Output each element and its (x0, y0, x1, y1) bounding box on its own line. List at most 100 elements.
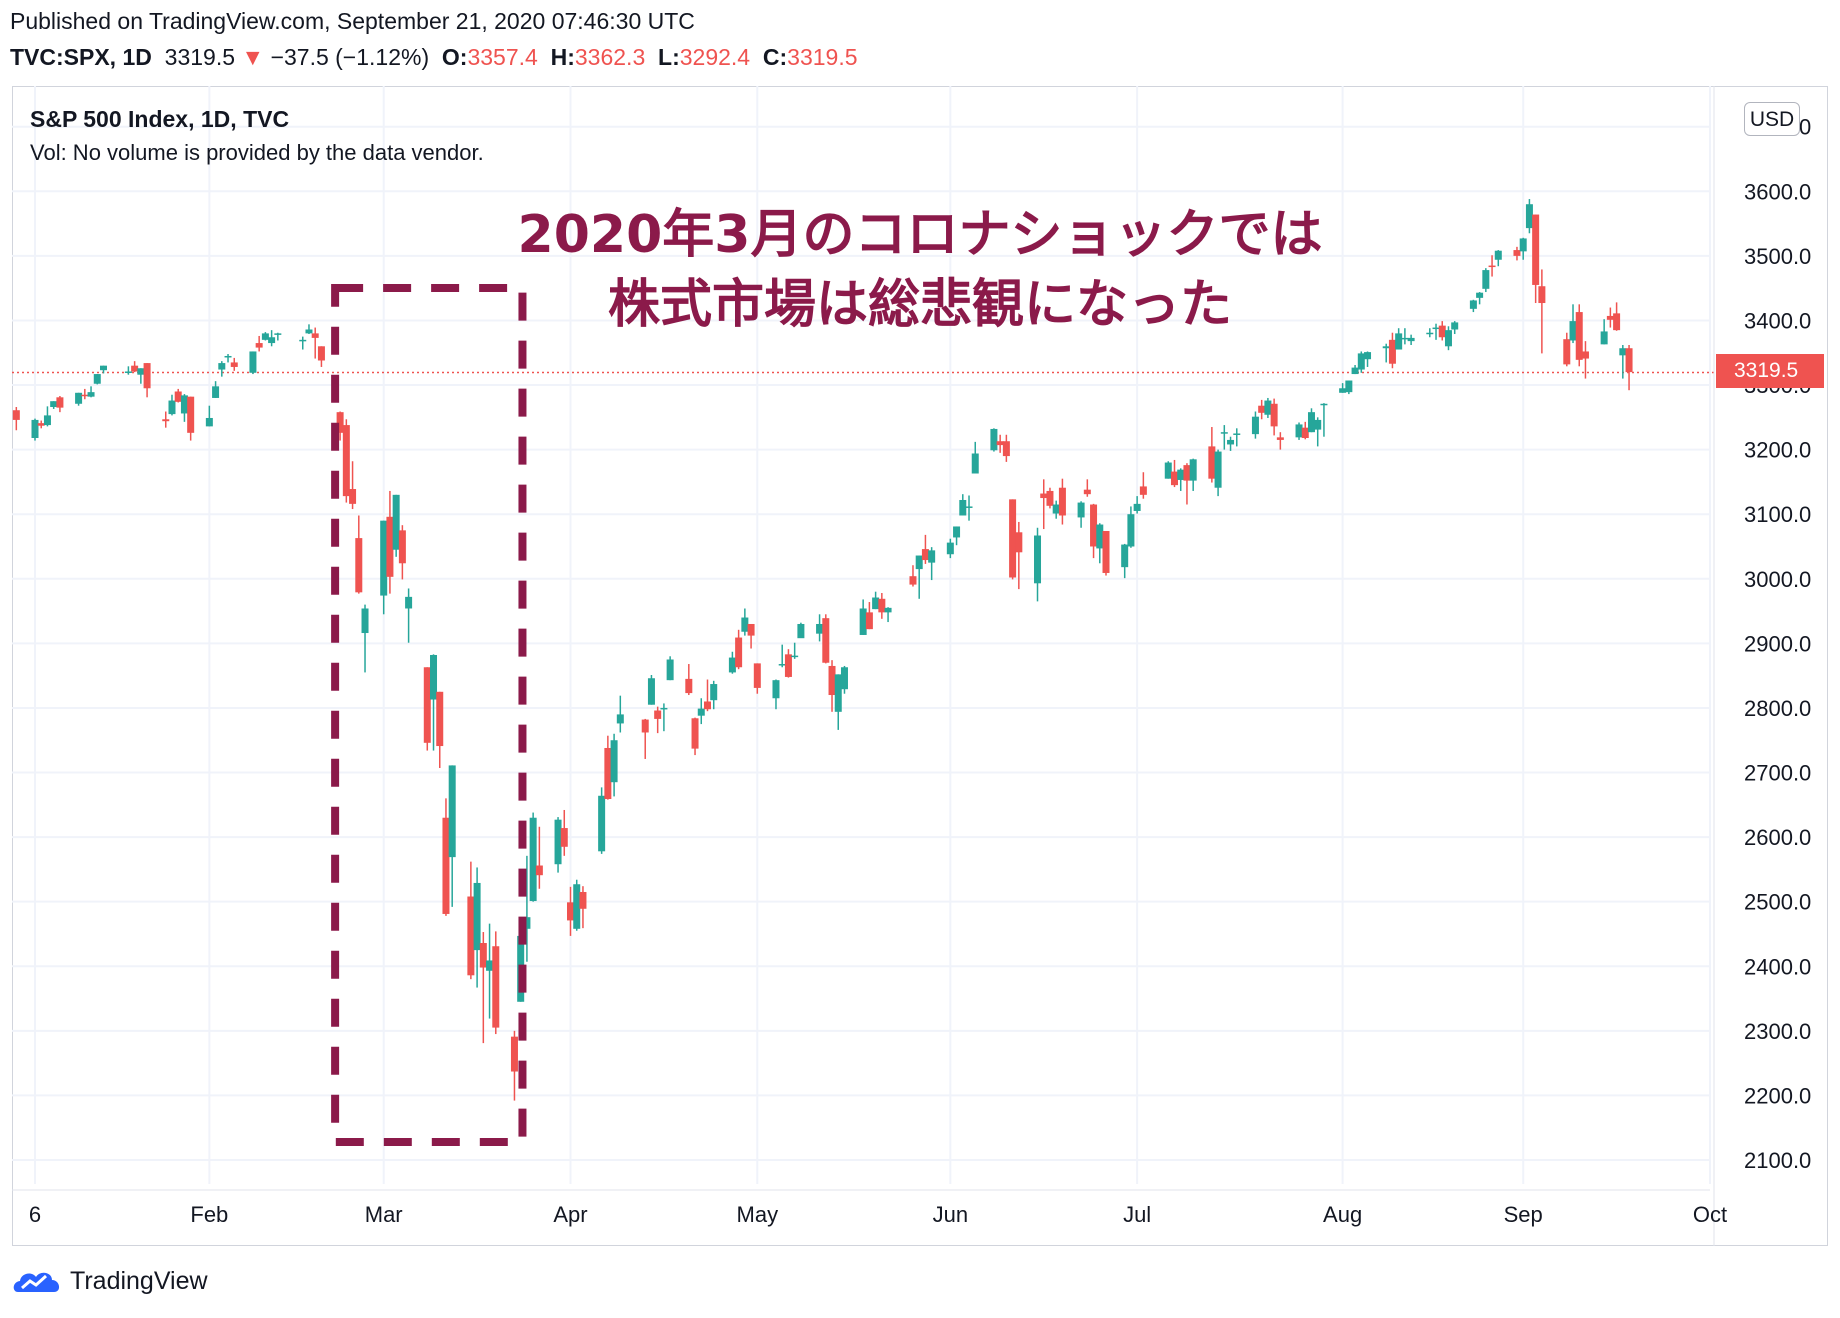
time-tick-label: Jun (933, 1202, 968, 1227)
candle (1388, 332, 1396, 369)
candle (884, 607, 892, 623)
candle-body (616, 714, 624, 724)
candle-body (124, 371, 132, 373)
candle (56, 396, 64, 413)
price-tick-label: 2400.0 (1744, 954, 1811, 979)
candle (1040, 479, 1048, 530)
price-tick-label: 2100.0 (1744, 1148, 1811, 1173)
tradingview-logo[interactable]: TradingView (12, 1266, 208, 1296)
candle-body (1619, 348, 1627, 356)
candle-body (1357, 353, 1365, 370)
candle-body (1208, 446, 1216, 479)
candle (87, 386, 95, 398)
candle (560, 809, 568, 856)
candle-body (380, 520, 388, 596)
candle (878, 592, 886, 619)
candle (510, 1030, 518, 1101)
candle (1164, 461, 1172, 479)
candle-body (361, 608, 369, 634)
candle-body (486, 960, 494, 971)
candle (573, 879, 581, 931)
candle (1307, 408, 1315, 433)
candle (797, 622, 805, 639)
candle-body (349, 489, 357, 504)
candle-body (1214, 451, 1222, 488)
price-tick-label: 3100.0 (1744, 502, 1811, 527)
candle (834, 674, 842, 730)
candle (398, 525, 406, 580)
candlestick-chart[interactable]: 2100.0 2200.0 2300.0 2400.0 2500.0 2600.0 2700… (0, 0, 1840, 1260)
candle (305, 324, 313, 335)
candle-body (1276, 437, 1284, 440)
candle (859, 599, 867, 635)
close-label: C: (762, 44, 788, 70)
candle-body (884, 607, 892, 613)
candle-body (1494, 250, 1502, 260)
candle-body (840, 667, 848, 690)
candle (1581, 341, 1589, 379)
candle-body (604, 747, 612, 799)
time-tick-label: Mar (365, 1202, 403, 1227)
candle (554, 817, 562, 873)
candle-body (249, 351, 257, 373)
candle (218, 361, 226, 377)
candle-body (336, 412, 344, 433)
candle (1569, 304, 1577, 344)
candle (1096, 523, 1104, 564)
currency-button[interactable]: USD (1744, 102, 1800, 136)
price-axis: 2100.0 2200.0 2300.0 2400.0 2500.0 2600.0 2700… (1713, 86, 1811, 1246)
candle (31, 418, 39, 441)
candle-body (560, 828, 568, 847)
candle-body (598, 795, 606, 852)
candle-body (1432, 327, 1440, 330)
candle-body (554, 819, 562, 865)
candle-body (872, 597, 880, 610)
candle (1469, 299, 1477, 313)
candle (1090, 503, 1098, 559)
candle-body (1083, 489, 1091, 495)
chart-frame[interactable] (12, 86, 1828, 1246)
candle-body (1451, 322, 1459, 330)
candle (1208, 427, 1216, 483)
candle (1357, 351, 1365, 373)
candle (529, 812, 537, 902)
candle (1102, 530, 1110, 576)
candle-body (1170, 471, 1178, 486)
candle-body (753, 663, 761, 688)
candle (1407, 334, 1415, 346)
candle-body (1034, 535, 1042, 584)
candle-body (1227, 439, 1235, 445)
candle-body (654, 710, 662, 719)
candle (691, 717, 699, 756)
candle-body (1613, 313, 1621, 331)
candle-body (1295, 424, 1303, 438)
candle (1227, 436, 1235, 451)
candle (430, 654, 438, 751)
candle-body (741, 617, 749, 632)
candle-body (697, 708, 705, 716)
candle-body (1345, 380, 1353, 393)
candle-body (1625, 348, 1633, 373)
candle-body (909, 576, 917, 585)
candle (1345, 380, 1353, 395)
candle (1301, 421, 1309, 440)
candle-body (392, 494, 400, 550)
candle-body (187, 396, 195, 433)
candle-body (1563, 339, 1571, 365)
candle-body (685, 678, 693, 694)
candle (168, 394, 176, 416)
candle-body (573, 884, 581, 929)
candle (1189, 458, 1197, 491)
candle-body (479, 943, 487, 968)
candle (598, 787, 606, 854)
candle-body (1052, 504, 1060, 514)
candle-body (261, 333, 269, 340)
candle (1034, 527, 1042, 602)
candle-body (728, 657, 736, 673)
candle (990, 428, 998, 452)
candle-body (1090, 504, 1098, 547)
candle-body (317, 346, 325, 361)
candle-body (1438, 325, 1446, 338)
candle-body (423, 667, 431, 743)
candle-body (174, 391, 182, 402)
